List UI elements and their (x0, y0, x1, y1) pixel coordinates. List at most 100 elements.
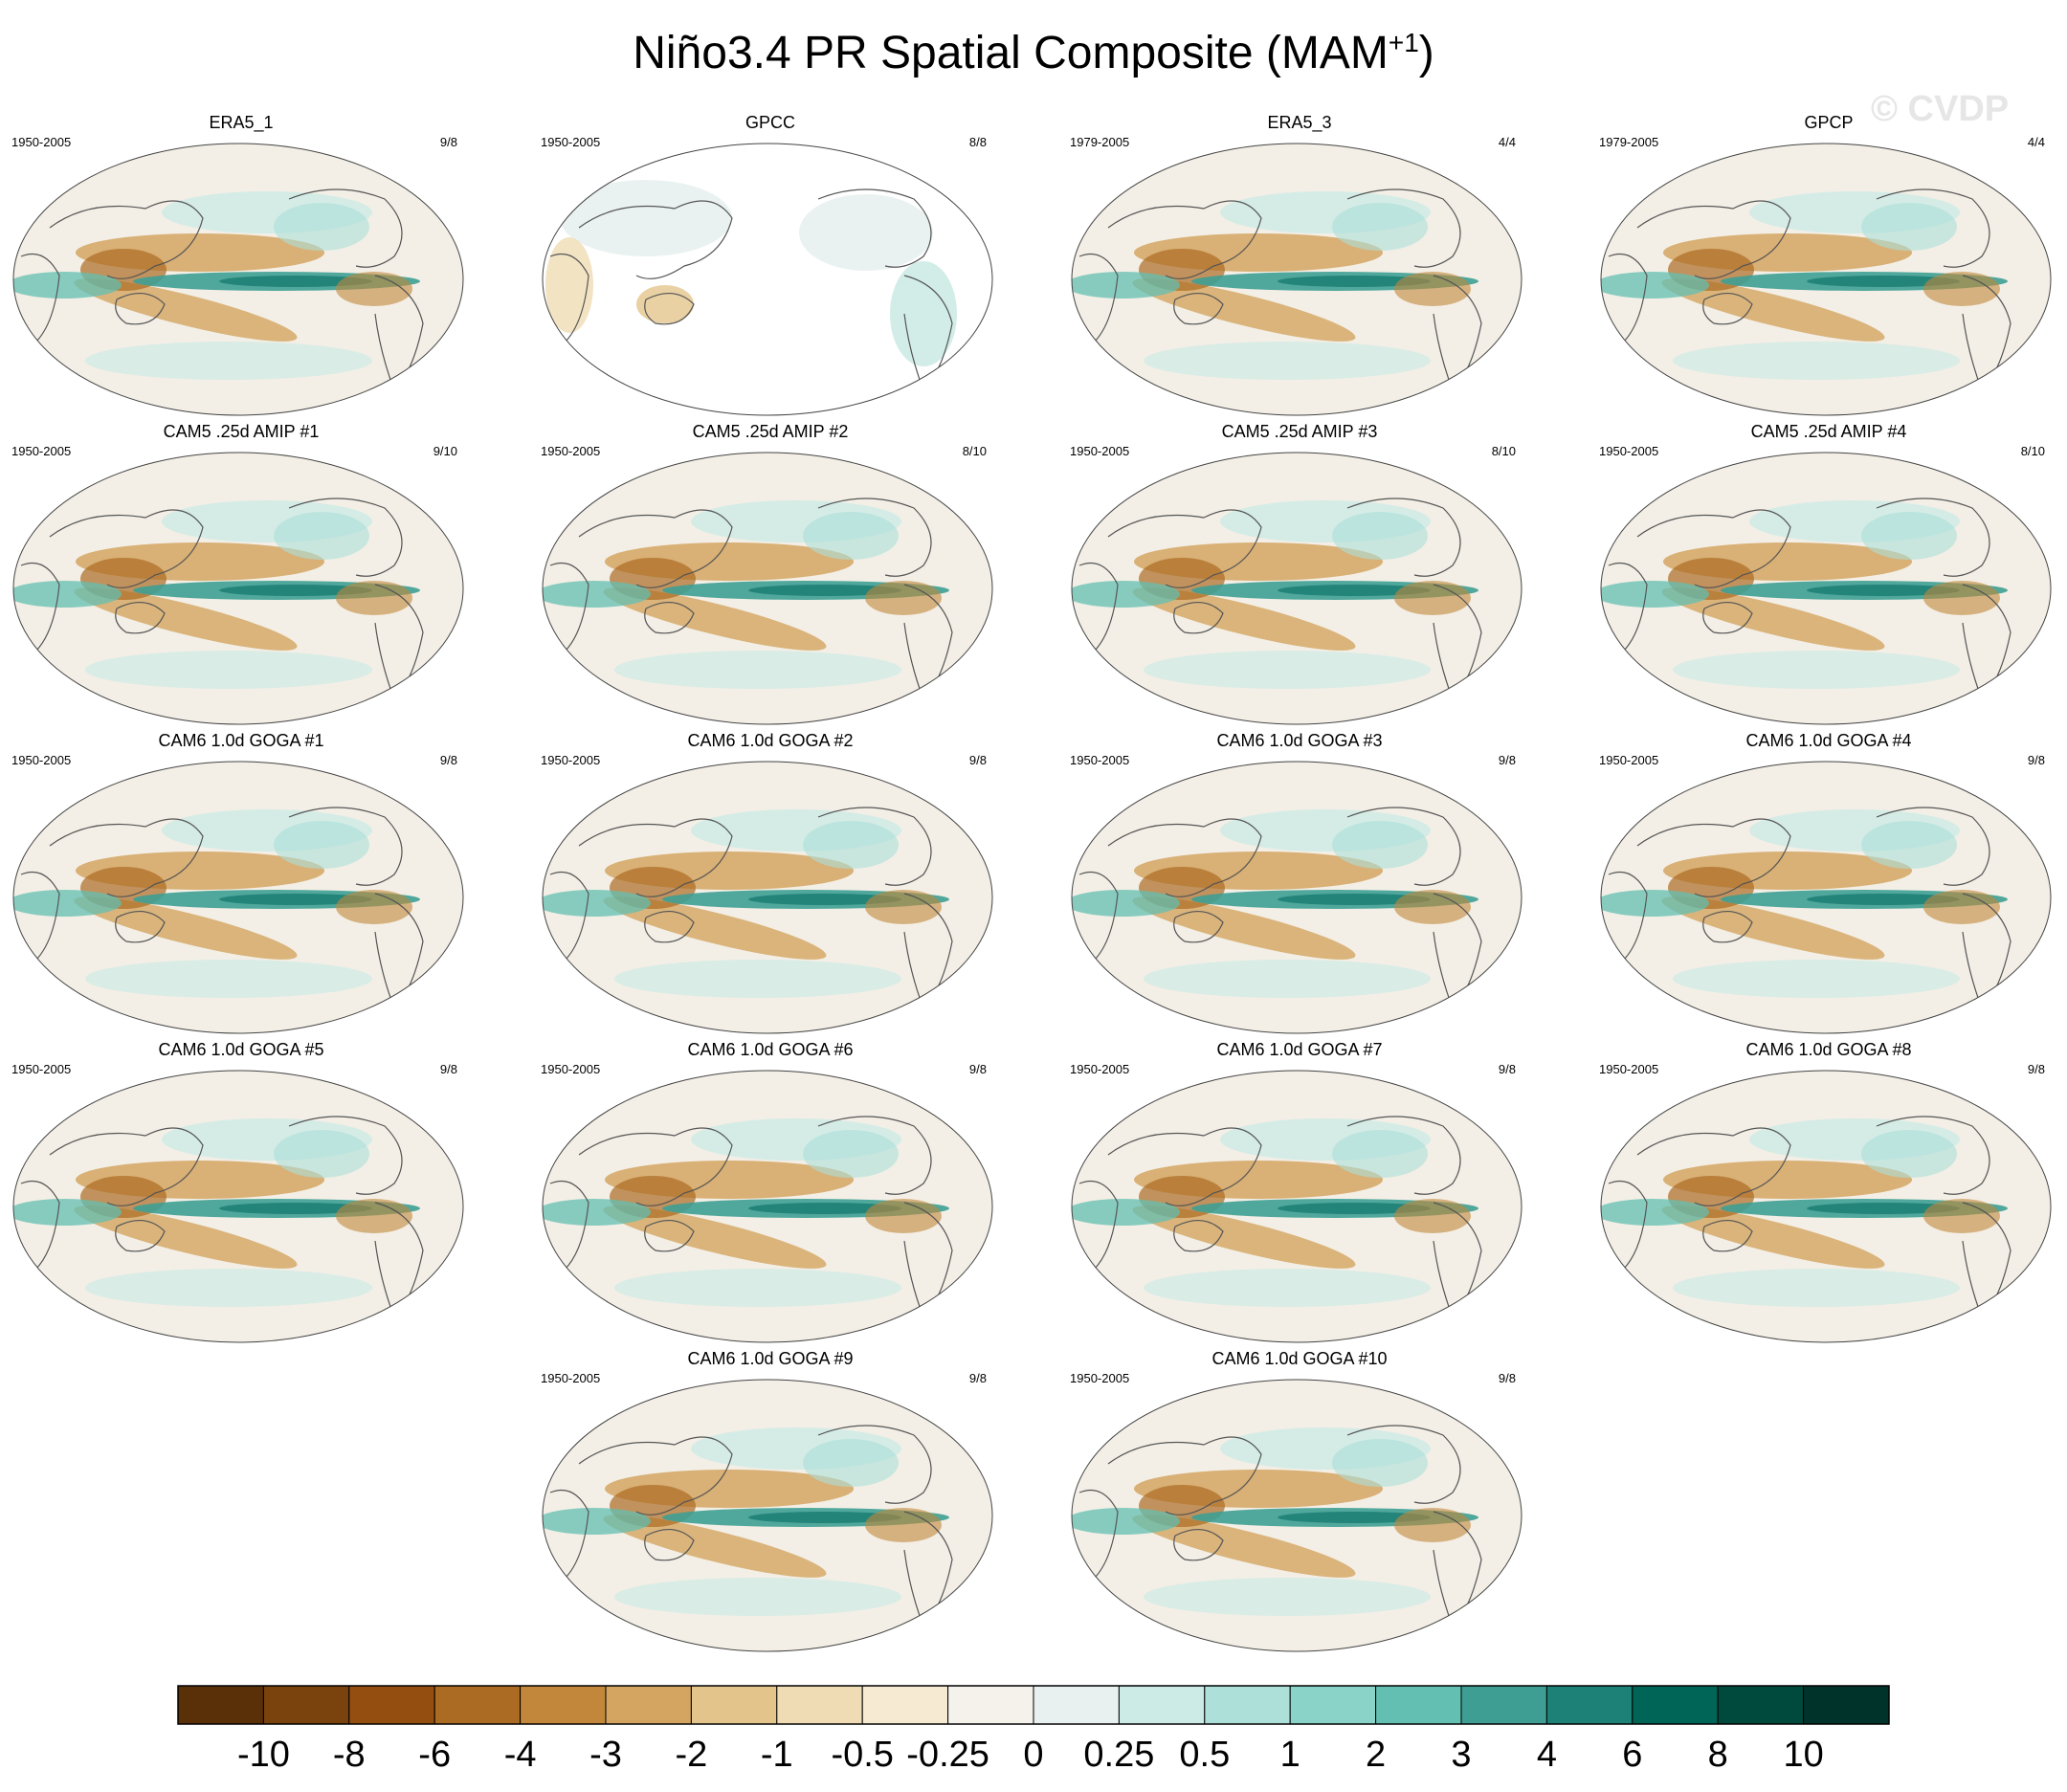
coastline (1078, 562, 1119, 653)
anomaly-wet-indian (543, 1508, 651, 1535)
map-plot (12, 761, 464, 1034)
panel-title: GPCC (745, 113, 795, 132)
panel-title: CAM6 1.0d GOGA #6 (687, 1040, 854, 1059)
panel-event-count: 9/8 (439, 1062, 457, 1076)
anomaly-wet-south-pacific (614, 1269, 901, 1307)
coastline (1107, 509, 1262, 588)
colorbar-tick-label: 6 (1622, 1735, 1642, 1775)
coastline (1346, 1116, 1461, 1195)
map-panel: CAM5 .25d AMIP #4 1950-2005 8/10 (1599, 422, 2058, 730)
coastline (20, 1180, 60, 1271)
coastline (49, 1127, 204, 1206)
anomaly-wet-core (1807, 585, 1960, 596)
anomaly-dry-atlantic (1394, 1199, 1471, 1233)
map-border (1071, 143, 1522, 416)
coastline (20, 562, 60, 653)
anomaly-wet-south-pacific (1144, 651, 1431, 689)
panel-event-count: 9/8 (968, 753, 987, 767)
anomaly-wet-south-pacific (1673, 1269, 1960, 1307)
panel-title: GPCP (1804, 113, 1854, 132)
colorbar-tick-label: -0.25 (906, 1735, 989, 1775)
anomaly-wet-north-america (274, 203, 369, 251)
anomaly-wet-north-america (1861, 1130, 1957, 1178)
map-border (12, 761, 464, 1034)
coastline (549, 253, 589, 343)
map-border (1600, 761, 2052, 1034)
coastline (1173, 1529, 1224, 1561)
map-panel: CAM5 .25d AMIP #3 1950-2005 8/10 (1070, 422, 1529, 730)
panel-period: 1950-2005 (1599, 753, 1659, 767)
coastline (1173, 1220, 1224, 1252)
colorbar-bin (177, 1685, 264, 1725)
anomaly-wet-south-pacific (1673, 651, 1960, 689)
colorbar-bin (605, 1685, 692, 1725)
anomaly-wet-north-america (803, 512, 899, 560)
map-panel: ERA5_3 1979-2005 4/4 (1070, 113, 1529, 421)
panel-period: 1950-2005 (1070, 1371, 1130, 1385)
map-border (12, 452, 464, 725)
coastline (578, 509, 733, 588)
anomaly-wet-north-america (1332, 203, 1428, 251)
anomaly-wet-indian (1072, 890, 1180, 917)
coastline (1173, 602, 1224, 634)
anomaly-wet-north-america (274, 821, 369, 869)
coastline (49, 509, 204, 588)
anomaly-wet-core (1278, 1512, 1431, 1523)
colorbar-bin (1460, 1685, 1547, 1725)
anomaly-wet-north-america (803, 1439, 899, 1487)
panel-period: 1950-2005 (541, 444, 601, 458)
map-plot (12, 143, 464, 416)
coastline (1107, 818, 1262, 897)
coastline (817, 188, 932, 268)
map-panel: CAM6 1.0d GOGA #6 1950-2005 9/8 (541, 1040, 1000, 1348)
coastline (1702, 293, 1753, 325)
panel-period: 1950-2005 (1599, 444, 1659, 458)
anomaly-wet-core (219, 276, 372, 287)
anomaly-wet-core (219, 894, 372, 905)
coastline (817, 807, 932, 886)
panel-event-count: 9/10 (433, 444, 457, 458)
anomaly-wet-south-pacific (1144, 342, 1431, 380)
coastline (1876, 807, 1990, 886)
colorbar-tick-label: 4 (1537, 1735, 1557, 1775)
map-plot (1071, 143, 1522, 416)
anomaly-wet-north-america (1861, 512, 1957, 560)
land-africa (545, 237, 593, 333)
map-panel: CAM6 1.0d GOGA #10 1950-2005 9/8 (1070, 1349, 1529, 1657)
cvdp-watermark: © CVDP (1871, 89, 2010, 129)
anomaly-wet-core (748, 894, 901, 905)
coastline (115, 293, 166, 325)
coastline (1078, 253, 1119, 343)
colorbar-bin (861, 1685, 949, 1725)
anomaly-wet-indian (1072, 272, 1180, 299)
coastline (1346, 807, 1461, 886)
panel-title: CAM6 1.0d GOGA #10 (1211, 1349, 1388, 1368)
panel-event-count: 9/8 (968, 1062, 987, 1076)
anomaly-dry-atlantic (1923, 272, 2000, 306)
colorbar-tick-label: -3 (589, 1735, 622, 1775)
map-border (542, 452, 993, 725)
anomaly-wet-indian (543, 1199, 651, 1226)
map-panel: CAM6 1.0d GOGA #7 1950-2005 9/8 (1070, 1040, 1529, 1348)
coastline (817, 1116, 932, 1195)
colorbar-tick-label: -10 (237, 1735, 290, 1775)
colorbar-bin (1204, 1685, 1291, 1725)
colorbar-bin (1033, 1685, 1120, 1725)
colorbar-bin (1803, 1685, 1890, 1725)
coastline (1346, 188, 1461, 268)
anomaly-wet-south-pacific (85, 651, 372, 689)
map-panel: CAM6 1.0d GOGA #5 1950-2005 9/8 (11, 1040, 471, 1348)
map-panel: GPCP 1979-2005 4/4 (1599, 113, 2058, 421)
panel-period: 1950-2005 (1070, 1062, 1130, 1076)
coastline (1107, 1436, 1262, 1515)
map-border (1600, 452, 2052, 725)
anomaly-wet-indian (1601, 581, 1709, 608)
map-border (12, 1070, 464, 1343)
coastline (288, 498, 403, 577)
coastline (1876, 188, 1990, 268)
map-plot (1071, 761, 1522, 1034)
panel-period: 1950-2005 (541, 1371, 601, 1385)
coastline (115, 911, 166, 943)
anomaly-dry-atlantic (1923, 1199, 2000, 1233)
coastline (1078, 1180, 1119, 1271)
